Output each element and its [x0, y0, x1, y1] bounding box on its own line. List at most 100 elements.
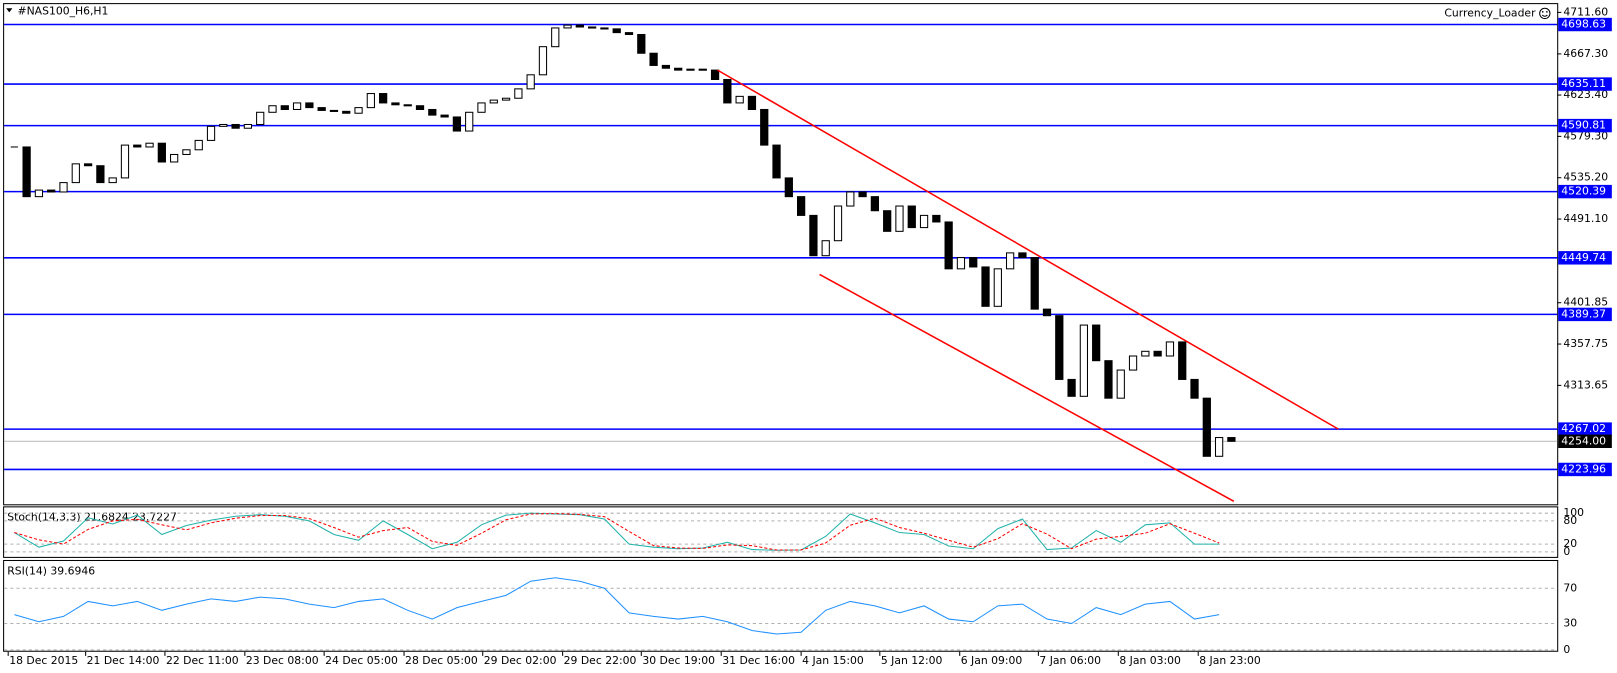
candle: [637, 33, 646, 54]
candle: [1055, 315, 1064, 380]
candle: [1178, 341, 1187, 380]
level-label-box: [1558, 307, 1612, 322]
y-tick-label: 100: [1563, 506, 1584, 519]
smiley: [1539, 7, 1551, 20]
candle: [1141, 350, 1150, 357]
candle: [1214, 437, 1224, 457]
candle: [710, 69, 720, 81]
candle: [1104, 360, 1113, 399]
level-label: 4223.96: [1561, 462, 1606, 475]
y-tick-label: 0: [1563, 545, 1570, 558]
candle: [698, 68, 707, 71]
candle: [83, 163, 93, 167]
candle: [157, 142, 166, 163]
candle: [342, 110, 351, 114]
candle: [723, 78, 732, 104]
candle: [956, 257, 966, 270]
y-tick-label: 4623.40: [1563, 88, 1608, 101]
x-tick-label: 5 Jan 12:00: [881, 654, 943, 667]
candle: [624, 32, 634, 36]
rsi-frame: [3, 559, 1559, 652]
rsi-title: RSI(14) 39.6946: [7, 564, 95, 577]
candle: [170, 153, 179, 163]
candle: [526, 74, 535, 90]
candle: [465, 111, 474, 132]
y-tick-label: 4711.60: [1563, 5, 1608, 18]
candle: [588, 26, 597, 29]
candle: [280, 105, 289, 110]
candle: [145, 142, 154, 148]
level-label-box: [1558, 77, 1612, 91]
candle: [194, 139, 203, 151]
current-price-label: 4254.00: [1561, 434, 1606, 447]
candle: [833, 205, 843, 242]
level-label: 4267.02: [1561, 422, 1606, 435]
candle: [489, 99, 498, 104]
candle: [452, 116, 462, 132]
candle: [1227, 437, 1236, 442]
candle: [1116, 369, 1125, 399]
candle: [735, 95, 744, 104]
candle: [772, 144, 781, 179]
x-tick-label: 30 Dec 19:00: [642, 654, 715, 667]
candle: [403, 104, 412, 107]
candle: [895, 205, 904, 232]
candle: [784, 177, 793, 198]
candle: [809, 214, 818, 257]
candle: [944, 221, 953, 270]
x-tick-label: 29 Dec 02:00: [484, 654, 557, 667]
x-tick-label: 28 Dec 05:00: [405, 654, 478, 667]
candle: [1128, 355, 1138, 371]
candle: [1092, 324, 1101, 362]
y-tick-label: 4535.20: [1563, 171, 1608, 184]
candle: [932, 214, 941, 223]
y-tick-label: 70: [1563, 581, 1577, 594]
level-label: 4590.81: [1561, 119, 1606, 132]
candle: [120, 144, 130, 179]
indicator-line: [14, 577, 1220, 635]
candle: [1018, 252, 1027, 259]
x-tick-label: 23 Dec 08:00: [246, 654, 319, 667]
candle: [108, 177, 117, 184]
y-tick-label: 30: [1563, 616, 1577, 629]
candle: [858, 191, 867, 198]
candle: [575, 24, 584, 28]
candle: [661, 64, 671, 69]
x-tick-label: 7 Jan 06:00: [1039, 654, 1101, 667]
stoch-frame: [3, 506, 1559, 558]
candle: [649, 52, 658, 66]
candle: [71, 163, 80, 184]
x-tick-label: 24 Dec 05:00: [325, 654, 398, 667]
x-tick-label: 18 Dec 2015: [9, 654, 78, 667]
level-label-box: [1558, 422, 1612, 436]
level-label-box: [1558, 17, 1612, 32]
candle: [1030, 257, 1039, 310]
candle: [391, 102, 400, 106]
level-label: 4449.74: [1561, 251, 1606, 264]
candle: [256, 111, 265, 125]
y-tick-label: 4667.30: [1563, 47, 1608, 60]
candle: [354, 107, 363, 114]
level-label: 4389.37: [1561, 307, 1606, 320]
candle: [1042, 308, 1052, 317]
candle: [47, 189, 56, 193]
candle: [563, 24, 572, 29]
candle: [34, 189, 44, 198]
level-label-box: [1558, 184, 1612, 199]
x-tick-label: 29 Dec 22:00: [564, 654, 637, 667]
y-tick-label: 20: [1563, 537, 1577, 550]
channel-line: [819, 273, 1235, 502]
x-tick-label: 8 Jan 23:00: [1199, 654, 1261, 667]
x-tick-label: 31 Dec 16:00: [722, 654, 795, 667]
level-label-box: [1558, 118, 1612, 133]
candle: [292, 102, 302, 110]
menu-arrow[interactable]: [6, 8, 13, 13]
candle: [1153, 350, 1162, 357]
stoch-title: Stoch(14,3,3) 21.6824 23.7227: [7, 511, 177, 524]
candle: [59, 182, 68, 193]
y-tick-label: 80: [1563, 514, 1577, 527]
level-label: 4698.63: [1561, 18, 1606, 31]
candle: [305, 102, 314, 109]
main-frame: [3, 3, 1559, 506]
